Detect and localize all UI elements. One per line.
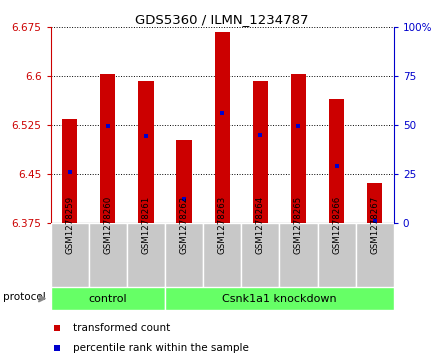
Bar bbox=[291, 74, 306, 223]
Text: percentile rank within the sample: percentile rank within the sample bbox=[73, 343, 249, 353]
Bar bbox=[241, 223, 279, 287]
Text: GSM1278262: GSM1278262 bbox=[180, 196, 189, 254]
Bar bbox=[127, 223, 165, 287]
Bar bbox=[203, 223, 241, 287]
Title: GDS5360 / ILMN_1234787: GDS5360 / ILMN_1234787 bbox=[136, 13, 309, 26]
Text: GSM1278266: GSM1278266 bbox=[332, 196, 341, 254]
Text: protocol: protocol bbox=[3, 292, 45, 302]
Bar bbox=[89, 223, 127, 287]
Bar bbox=[51, 287, 165, 310]
Bar bbox=[356, 223, 394, 287]
Bar bbox=[165, 223, 203, 287]
Bar bbox=[51, 223, 89, 287]
Bar bbox=[165, 287, 394, 310]
Bar bbox=[279, 223, 318, 287]
Bar bbox=[138, 81, 154, 223]
Text: control: control bbox=[88, 294, 127, 303]
Bar bbox=[329, 99, 344, 223]
Bar bbox=[176, 140, 192, 223]
Bar bbox=[62, 119, 77, 223]
Text: GSM1278259: GSM1278259 bbox=[65, 196, 74, 254]
Text: GSM1278261: GSM1278261 bbox=[141, 196, 150, 254]
Bar bbox=[367, 183, 382, 223]
Text: Csnk1a1 knockdown: Csnk1a1 knockdown bbox=[222, 294, 337, 303]
Text: GSM1278265: GSM1278265 bbox=[294, 196, 303, 254]
Bar bbox=[100, 74, 115, 223]
Text: GSM1278260: GSM1278260 bbox=[103, 196, 112, 254]
Text: transformed count: transformed count bbox=[73, 323, 170, 333]
Text: GSM1278267: GSM1278267 bbox=[370, 196, 379, 254]
Bar bbox=[318, 223, 356, 287]
Bar bbox=[215, 32, 230, 223]
Bar bbox=[253, 81, 268, 223]
Text: GSM1278264: GSM1278264 bbox=[256, 196, 265, 254]
Text: GSM1278263: GSM1278263 bbox=[218, 196, 227, 254]
